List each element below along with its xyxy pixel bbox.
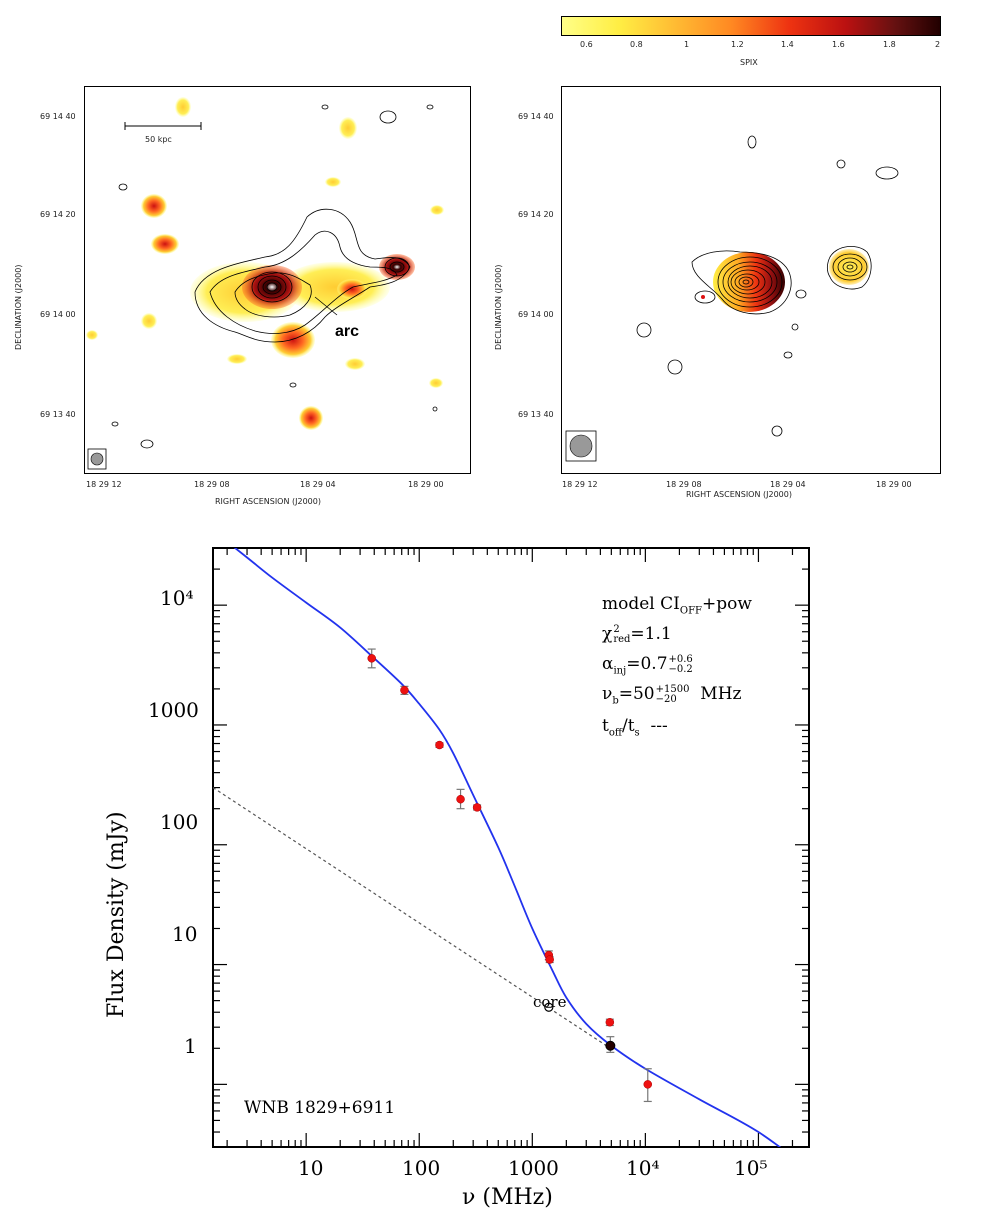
colorbar-tick: 1.8 [883,40,896,49]
sed-data-point [605,1017,615,1027]
right-ra-tick: 18 29 08 [666,480,702,489]
sed-frame [212,547,810,1148]
sed-x-tick: 1000 [508,1156,559,1180]
left-arc-label: arc [335,323,360,340]
left-xlabel: RIGHT ASCENSION (J2000) [215,497,321,506]
left-scalebar-label: 50 kpc [145,135,172,144]
sed-data-point [472,803,482,812]
left-ra-tick: 18 29 04 [300,480,336,489]
sed-x-tick: 10⁴ [626,1156,660,1180]
colorbar-tick: 0.8 [630,40,643,49]
legend-alpha: αinj=0.7 +0.6 −0.2 [602,653,693,677]
left-ra-tick: 18 29 08 [194,480,230,489]
left-ra-tick: 18 29 12 [86,480,122,489]
left-dec-tick: 69 14 40 [40,112,76,121]
sed-x-tick: 100 [402,1156,441,1180]
sed-y-tick: 10 [172,922,198,946]
colorbar-tick: 1.4 [781,40,794,49]
sed-data-point [400,685,409,695]
left-dec-tick: 69 14 20 [40,210,76,219]
right-dec-tick: 69 14 40 [518,112,554,121]
sed-core-powerlaw-line [213,787,611,1049]
right-contours [636,135,899,437]
left-dec-tick: 69 14 00 [40,310,76,319]
left-ra-tick: 18 29 00 [408,480,444,489]
sed-data-point [435,740,444,750]
legend-model: model CIOFF+pow [602,594,752,617]
right-map-panel [561,86,941,474]
right-ra-tick: 18 29 12 [562,480,598,489]
colorbar-label: SPIX [740,58,758,67]
right-beam-icon [569,434,593,458]
colorbar-tick: 1 [684,40,690,49]
right-dec-tick: 69 14 00 [518,310,554,319]
left-map-panel: 50 kpc arc [84,86,471,474]
sed-core-label: core [533,993,567,1011]
legend-chi2: χ 2 red =1.1 [602,623,672,645]
legend-nub: νb=50 +1500 −20 MHz [602,683,742,707]
colorbar-tick: 1.2 [731,40,744,49]
right-dec-tick: 69 14 20 [518,210,554,219]
sed-data-point [367,654,376,663]
right-ra-tick: 18 29 04 [770,480,806,489]
sed-x-tick: 10 [298,1156,324,1180]
sed-y-tick: 1000 [148,698,199,722]
sed-source-label: WNB 1829+6911 [244,1098,396,1118]
sed-core-point [605,1040,616,1051]
right-map-image [565,135,899,462]
right-xlabel: RIGHT ASCENSION (J2000) [686,490,792,499]
left-contours [111,104,438,449]
legend-toff: toff/ts --- [602,716,668,739]
sed-data-point [643,1080,653,1089]
sed-plot-area [213,548,782,1147]
sed-x-tick: 10⁵ [734,1156,768,1180]
sed-data-point [456,794,465,804]
right-ra-tick: 18 29 00 [876,480,912,489]
colorbar-ticks: 0.6 0.8 1 1.2 1.4 1.6 1.8 2 [561,40,941,52]
sed-y-tick: 10⁴ [160,586,194,610]
colorbar-tick: 1.6 [832,40,845,49]
right-dec-tick: 69 13 40 [518,410,554,419]
left-map-image [86,97,444,470]
sed-ylabel: Flux Density (mJy) [104,811,129,1018]
colorbar-tick: 0.6 [580,40,593,49]
colorbar-tick: 2 [935,40,941,49]
sed-model-curve [233,548,782,1147]
sed-y-tick: 100 [160,810,199,834]
sed-data-point [545,955,554,964]
sed-y-tick: 1 [184,1034,197,1058]
sed-xlabel: ν (MHz) [462,1185,553,1210]
left-dec-tick: 69 13 40 [40,410,76,419]
left-beam-icon [90,452,104,466]
colorbar [561,16,941,36]
spectral-index-blobs [86,97,444,430]
